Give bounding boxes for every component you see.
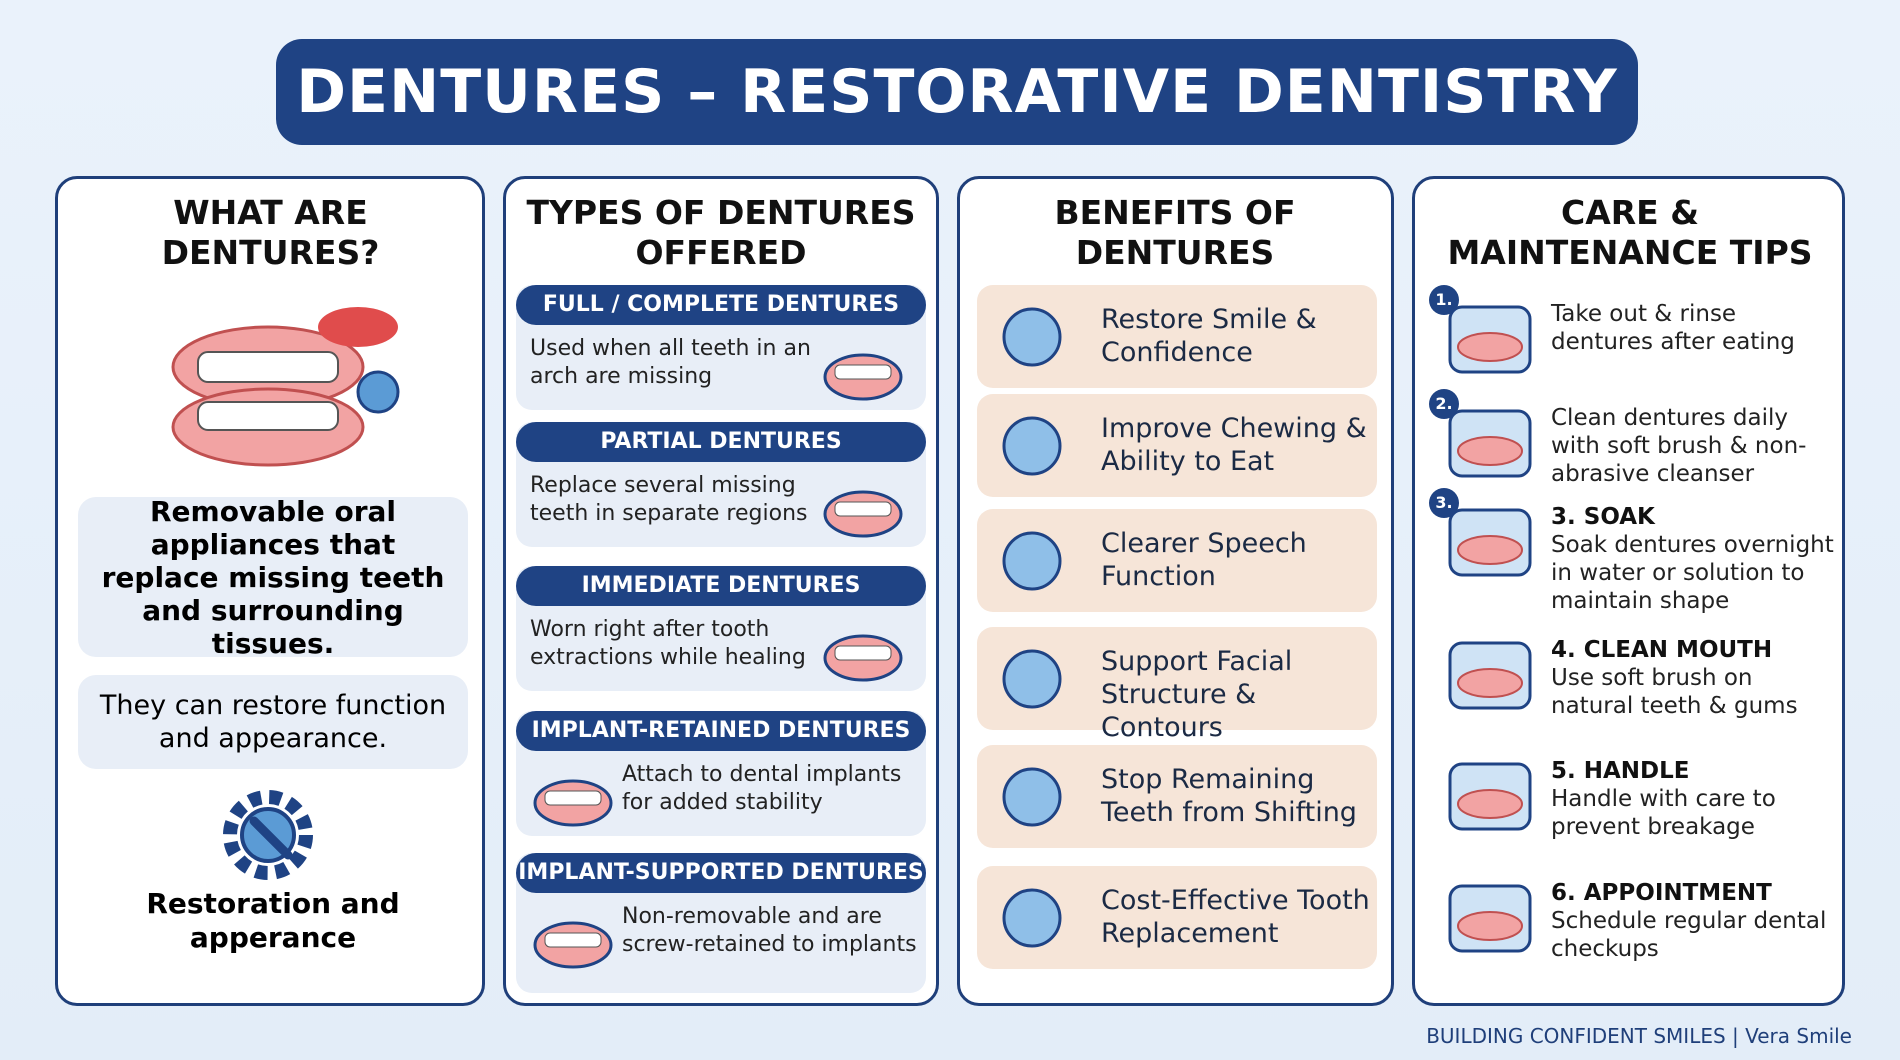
care-icon (1440, 495, 1540, 589)
title-banner: DENTURES – RESTORATIVE DENTISTRY (276, 39, 1638, 145)
icon (1448, 641, 1532, 710)
step-badge: 3. (1429, 488, 1459, 518)
care-text: Clean dentures daily with soft brush & n… (1551, 405, 1807, 487)
type-name: PARTIAL DENTURES (516, 422, 926, 462)
benefit-icon (992, 411, 1082, 485)
heading: BENEFITS OF DENTURES (1054, 193, 1296, 272)
type-icon (818, 337, 908, 411)
heading: CARE & MAINTENANCE TIPS (1447, 193, 1813, 272)
type-icon (818, 474, 908, 548)
type-name: IMMEDIATE DENTURES (516, 566, 926, 606)
benefit-icon (992, 883, 1082, 957)
care-icon (1440, 292, 1540, 386)
type-name: FULL / COMPLETE DENTURES (516, 285, 926, 325)
step-badge: 2. (1429, 389, 1459, 419)
icon (1002, 888, 1062, 948)
benefit-text: Stop Remaining Teeth from Shifting (1101, 764, 1357, 828)
care-title: 6. APPOINTMENT (1551, 880, 1772, 906)
icon (823, 490, 903, 538)
type-text: Used when all teeth in an arch are missi… (530, 336, 811, 389)
type-text: Worn right after tooth extractions while… (530, 617, 806, 670)
type-name: IMPLANT-RETAINED DENTURES (516, 711, 926, 751)
care-title: 4. CLEAN MOUTH (1551, 637, 1773, 663)
care-icon (1440, 396, 1540, 490)
type-text: Non-removable and are screw-retained to … (622, 904, 917, 957)
benefit-text: Support Facial Structure & Contours (1101, 646, 1293, 743)
benefit-text: Clearer Speech Function (1101, 528, 1307, 592)
icon (823, 353, 903, 401)
icon (823, 634, 903, 682)
benefit-text: Cost-Effective Tooth Replacement (1101, 885, 1370, 949)
step-badge: 1. (1429, 285, 1459, 315)
icon (1448, 762, 1532, 831)
care-text: Handle with care to prevent breakage (1551, 786, 1776, 840)
care-icon (1440, 628, 1540, 722)
definition-box: Removable oral appliances that replace m… (78, 494, 468, 660)
icon (533, 779, 613, 827)
note-box: They can restore function and appearance… (78, 675, 468, 769)
icon (1002, 416, 1062, 476)
benefit-icon (992, 644, 1082, 718)
icon (1002, 531, 1062, 591)
what-column: WHAT ARE DENTURES? Removable oral applia… (55, 176, 485, 1006)
note: They can restore function and appearance… (99, 690, 447, 754)
care-title: 3. SOAK (1551, 504, 1655, 530)
type-icon (528, 905, 618, 979)
icon (1002, 767, 1062, 827)
caption: Restoration and apperance (146, 887, 400, 954)
heading: TYPES OF DENTURES OFFERED (526, 193, 916, 272)
title: DENTURES – RESTORATIVE DENTISTRY (296, 57, 1618, 127)
icon (1448, 884, 1532, 953)
care-icon (1440, 871, 1540, 965)
definition: Removable oral appliances that replace m… (101, 494, 445, 660)
care-text: Take out & rinse dentures after eating (1551, 301, 1795, 355)
benefit-text: Restore Smile & Confidence (1101, 304, 1317, 368)
heading: WHAT ARE DENTURES? (161, 193, 380, 272)
benefit-icon (992, 526, 1082, 600)
icon (1002, 307, 1062, 367)
benefit-icon (992, 302, 1082, 376)
type-text: Attach to dental implants for added stab… (622, 762, 902, 815)
footer: BUILDING CONFIDENT SMILES | Vera Smile (1426, 1024, 1852, 1048)
benefit-icon (992, 762, 1082, 836)
type-name: IMPLANT-SUPPORTED DENTURES (516, 853, 926, 893)
care-title: 5. HANDLE (1551, 758, 1690, 784)
type-icon (528, 763, 618, 837)
denture-illustration (171, 307, 400, 467)
benefit-text: Improve Chewing & Ability to Eat (1101, 413, 1367, 477)
icon (1448, 305, 1532, 374)
type-icon (818, 618, 908, 692)
care-text: Schedule regular dental checkups (1551, 908, 1827, 962)
care-text: Use soft brush on natural teeth & gums (1551, 665, 1798, 719)
icon (533, 921, 613, 969)
icon (1448, 409, 1532, 478)
type-text: Replace several missing teeth in separat… (530, 473, 808, 526)
care-icon (1440, 749, 1540, 843)
care-text: Soak dentures overnight in water or solu… (1551, 532, 1834, 614)
gear-icon (223, 790, 313, 880)
icon (1448, 508, 1532, 577)
icon (1002, 649, 1062, 709)
